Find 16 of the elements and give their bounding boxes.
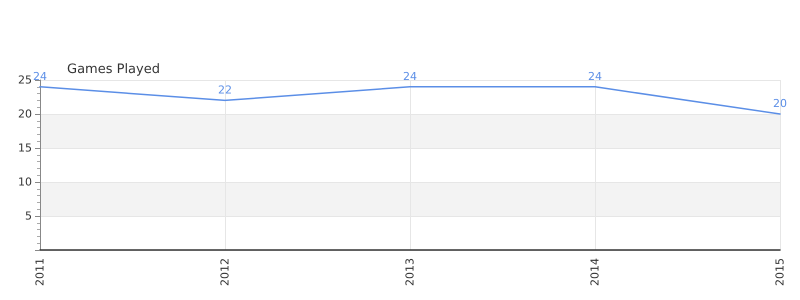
data-label: 20	[773, 97, 787, 110]
chart-title: Games Played	[67, 62, 160, 77]
x-tick-label: 2011	[34, 258, 46, 286]
y-tick-label: 25	[18, 74, 32, 86]
data-label: 24	[588, 70, 602, 83]
data-label: 22	[218, 83, 232, 96]
x-tick-label: 2015	[774, 258, 786, 286]
y-tick-label: 10	[18, 176, 32, 188]
data-label: 24	[33, 70, 47, 83]
x-tick-label: 2013	[404, 258, 416, 286]
y-tick-label: 15	[18, 142, 32, 154]
x-tick-label: 2012	[218, 258, 232, 286]
data-label: 24	[403, 70, 417, 83]
y-tick-label: 5	[25, 210, 32, 222]
x-tick-label: 2014	[588, 258, 602, 286]
y-tick-label: 20	[18, 108, 32, 120]
